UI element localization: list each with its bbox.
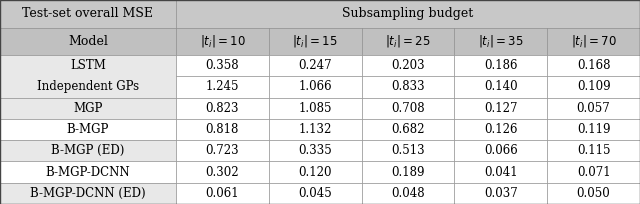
Bar [0,55,176,98]
Text: Subsampling budget: Subsampling budget [342,7,474,20]
Bar [176,98,269,119]
Bar [454,76,547,98]
Text: $|t_i| = 15$: $|t_i| = 15$ [292,33,338,49]
Bar [454,119,547,140]
Bar [176,55,269,76]
Text: B-MGP (ED): B-MGP (ED) [51,144,125,157]
Text: $|t_i| = 10$: $|t_i| = 10$ [200,33,245,49]
Text: B-MGP-DCNN (ED): B-MGP-DCNN (ED) [30,187,146,200]
Text: 0.066: 0.066 [484,144,518,157]
Bar [362,28,454,55]
Bar [454,98,547,119]
Text: 0.109: 0.109 [577,81,611,93]
Bar [547,183,640,204]
Text: 0.723: 0.723 [205,144,239,157]
Text: 0.048: 0.048 [391,187,425,200]
Text: 0.041: 0.041 [484,166,518,178]
Text: 0.168: 0.168 [577,59,611,72]
Bar [176,0,640,28]
Bar [269,76,362,98]
Bar [362,161,454,183]
Bar [362,183,454,204]
Bar [176,140,269,161]
Bar [362,55,454,76]
Text: 0.071: 0.071 [577,166,611,178]
Text: 0.119: 0.119 [577,123,611,136]
Text: 0.050: 0.050 [577,187,611,200]
Bar [176,28,269,55]
Bar [454,55,547,76]
Text: MGP: MGP [74,102,102,115]
Text: 0.247: 0.247 [298,59,332,72]
Bar [547,161,640,183]
Text: LSTM: LSTM [70,59,106,72]
Text: 0.708: 0.708 [391,102,425,115]
Bar [176,183,269,204]
Bar [547,76,640,98]
Text: 0.115: 0.115 [577,144,611,157]
Bar [362,76,454,98]
Text: 0.513: 0.513 [391,144,425,157]
Bar [0,28,176,55]
Text: 0.335: 0.335 [298,144,332,157]
Text: 0.140: 0.140 [484,81,518,93]
Bar [269,140,362,161]
Bar [0,98,176,119]
Text: 0.682: 0.682 [391,123,425,136]
Text: 0.818: 0.818 [205,123,239,136]
Bar [0,140,176,161]
Bar [269,28,362,55]
Bar [362,119,454,140]
Text: 0.302: 0.302 [205,166,239,178]
Bar [547,140,640,161]
Text: B-MGP: B-MGP [67,123,109,136]
Text: 0.057: 0.057 [577,102,611,115]
Bar [362,98,454,119]
Text: 0.823: 0.823 [205,102,239,115]
Text: 0.203: 0.203 [391,59,425,72]
Bar [0,161,176,183]
Bar [547,55,640,76]
Text: 1.066: 1.066 [298,81,332,93]
Bar [269,119,362,140]
Text: 0.189: 0.189 [391,166,425,178]
Text: 0.126: 0.126 [484,123,518,136]
Bar [269,161,362,183]
Bar [0,0,176,28]
Bar [454,183,547,204]
Bar [0,183,176,204]
Bar [547,28,640,55]
Bar [176,76,269,98]
Bar [454,28,547,55]
Text: 0.833: 0.833 [391,81,425,93]
Bar [176,161,269,183]
Bar [269,98,362,119]
Text: 0.186: 0.186 [484,59,518,72]
Text: $|t_i| = 25$: $|t_i| = 25$ [385,33,431,49]
Bar [0,119,176,140]
Bar [269,183,362,204]
Text: Model: Model [68,35,108,48]
Text: Test-set overall MSE: Test-set overall MSE [22,7,154,20]
Bar [454,140,547,161]
Text: 0.127: 0.127 [484,102,518,115]
Text: 0.037: 0.037 [484,187,518,200]
Text: 1.132: 1.132 [298,123,332,136]
Bar [454,161,547,183]
Text: 1.085: 1.085 [298,102,332,115]
Text: 0.120: 0.120 [298,166,332,178]
Bar [547,119,640,140]
Text: $|t_i| = 70$: $|t_i| = 70$ [571,33,616,49]
Bar [176,119,269,140]
Text: $|t_i| = 35$: $|t_i| = 35$ [478,33,524,49]
Bar [547,98,640,119]
Text: B-MGP-DCNN: B-MGP-DCNN [45,166,131,178]
Text: Independent GPs: Independent GPs [37,81,139,93]
Text: 1.245: 1.245 [205,81,239,93]
Text: 0.045: 0.045 [298,187,332,200]
Text: 0.358: 0.358 [205,59,239,72]
Bar [269,55,362,76]
Text: 0.061: 0.061 [205,187,239,200]
Bar [362,140,454,161]
